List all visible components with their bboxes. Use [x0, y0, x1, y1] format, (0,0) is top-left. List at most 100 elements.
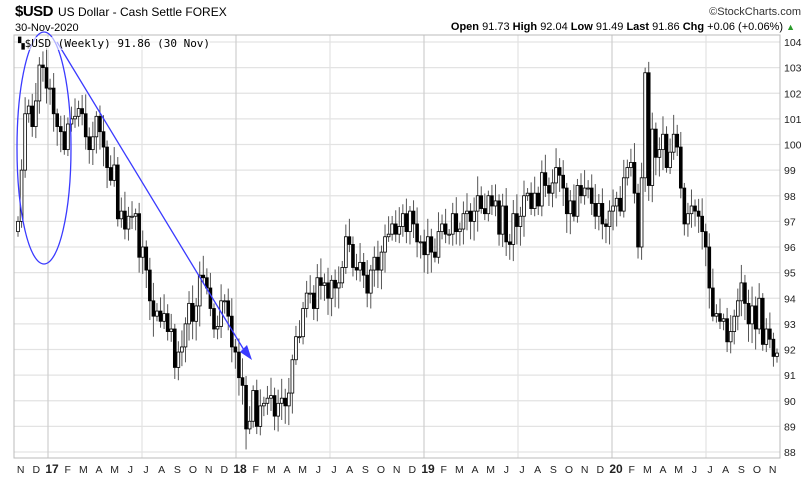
candle-up: [436, 231, 441, 258]
candle-down: [144, 246, 149, 271]
candle-up: [26, 105, 31, 115]
candle-down: [404, 213, 409, 233]
candle-down: [664, 133, 669, 168]
candle-up: [386, 233, 391, 238]
x-axis: N D 17 F M A M J J A S O N D 18 F M A M J J A S O N D 19 F M A M J J A S O N…: [17, 462, 777, 476]
candle-down: [30, 105, 35, 127]
x-tick-label: D: [409, 464, 417, 476]
candle-up: [16, 220, 20, 233]
candle-up: [269, 395, 273, 399]
candle-up: [140, 246, 145, 258]
x-tick-label: J: [504, 464, 509, 476]
candle-up: [447, 233, 451, 236]
candle-up: [301, 308, 305, 338]
candle-down: [98, 115, 102, 133]
candle-up: [732, 315, 737, 332]
candle-up: [162, 313, 166, 322]
candle-down: [429, 236, 434, 253]
x-tick-label: A: [722, 464, 729, 476]
last-value: 91.86: [652, 21, 680, 33]
open-value: 91.73: [482, 21, 510, 33]
candle-down: [618, 197, 623, 212]
candle-up: [475, 195, 480, 212]
candle-up: [290, 359, 295, 394]
candle-down: [479, 195, 484, 209]
candle-up: [597, 203, 601, 217]
candle-up: [461, 213, 466, 230]
candle-down: [507, 241, 512, 245]
candle-up: [379, 251, 384, 271]
x-tick-label: N: [393, 464, 401, 476]
candle-down: [55, 113, 59, 127]
candle-down: [190, 302, 195, 322]
candle-up: [550, 182, 555, 194]
y-tick-label: 89: [784, 421, 796, 433]
candle-down: [675, 133, 680, 148]
y-tick-label: 92: [784, 345, 796, 357]
x-tick-label: S: [362, 464, 369, 476]
candle-up: [76, 108, 81, 117]
candle-down: [212, 308, 216, 330]
candle-up: [621, 177, 626, 212]
x-tick-label: J: [692, 464, 697, 476]
x-tick-label: D: [33, 464, 41, 476]
candle-down: [272, 395, 277, 417]
candle-up: [568, 200, 573, 215]
candle-down: [347, 236, 352, 245]
candle-down: [83, 113, 88, 138]
candle-up: [197, 274, 202, 307]
x-tick-label: 18: [233, 462, 247, 476]
candle-down: [376, 256, 380, 271]
x-tick-label: 19: [421, 462, 435, 476]
candle-down: [123, 210, 127, 230]
candle-down: [646, 72, 651, 186]
candle-down: [237, 351, 241, 379]
candle-up: [511, 213, 516, 245]
candle-down: [632, 162, 637, 194]
candle-up: [614, 197, 619, 207]
last-label: Last: [626, 21, 650, 33]
x-tick-label: M: [643, 464, 652, 476]
candle-up: [94, 115, 99, 138]
candle-up: [540, 172, 544, 207]
candle-up: [671, 133, 676, 153]
candle-down: [172, 328, 177, 368]
candle-up: [180, 346, 184, 353]
candle-up: [532, 192, 537, 209]
x-tick-label: A: [95, 464, 102, 476]
candle-up: [126, 215, 131, 230]
candle-down: [536, 192, 541, 207]
x-tick-label: N: [581, 464, 589, 476]
candle-down: [707, 246, 712, 289]
annotations: [16, 31, 252, 360]
instrument-name: US Dollar - Cash Settle FOREX: [58, 5, 227, 19]
arrowhead-icon: [240, 345, 252, 360]
candle-down: [743, 282, 747, 304]
y-tick-label: 96: [784, 242, 796, 254]
candle-up: [686, 213, 690, 225]
x-tick-label: A: [471, 464, 478, 476]
x-tick-label: J: [128, 464, 133, 476]
candle-down: [165, 313, 170, 332]
grid: [14, 35, 780, 458]
candle-up: [344, 236, 348, 268]
candle-down: [333, 279, 337, 289]
candle-down: [101, 131, 106, 148]
x-tick-label: O: [377, 464, 385, 476]
y-tick-label: 91: [784, 370, 796, 382]
candle-up: [336, 282, 341, 289]
candle-down: [497, 200, 501, 235]
high-label: High: [512, 21, 538, 33]
candle-down: [361, 261, 366, 276]
chg-value: +0.06 (+0.06%): [707, 21, 784, 33]
chg-label: Chg: [682, 21, 705, 33]
candle-up: [397, 226, 402, 235]
candle-down: [44, 67, 49, 89]
candle-up: [372, 256, 377, 271]
candle-up: [48, 87, 52, 90]
x-tick-label: M: [79, 464, 88, 476]
y-tick-label: 98: [784, 191, 796, 203]
candle-up: [522, 195, 526, 217]
x-tick-label: A: [659, 464, 666, 476]
candle-down: [443, 223, 448, 235]
